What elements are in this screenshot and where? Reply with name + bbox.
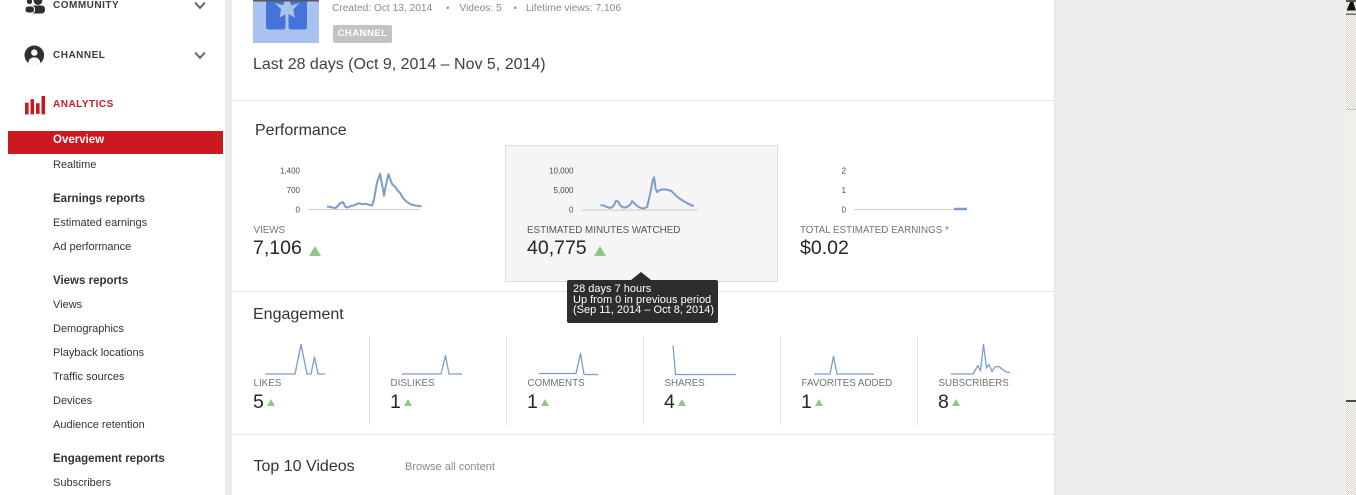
svg-text:0: 0 [296, 205, 301, 214]
svg-text:0: 0 [569, 205, 574, 214]
svg-text:5,000: 5,000 [553, 186, 574, 195]
svg-text:1: 1 [842, 186, 847, 195]
svg-text:2: 2 [842, 166, 847, 175]
svg-text:1,400: 1,400 [280, 166, 301, 175]
svg-text:0: 0 [842, 205, 847, 214]
svg-text:700: 700 [287, 186, 301, 195]
svg-text:10,000: 10,000 [549, 166, 574, 175]
